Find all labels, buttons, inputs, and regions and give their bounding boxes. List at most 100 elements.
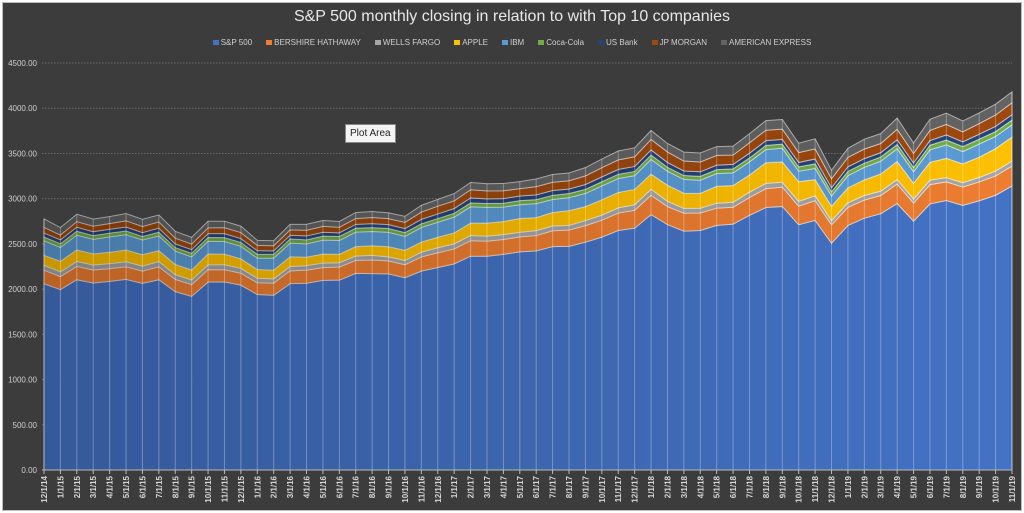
- legend: S&P 500 BERSHIRE HATHAWAY WELLS FARGO APPLE…: [0, 38, 1024, 47]
- x-tick-label: 12/1/15: [237, 475, 246, 502]
- x-tick-label: 8/1/17: [565, 475, 574, 498]
- y-tick-label: 1500.00: [8, 330, 37, 339]
- plot-area-tooltip: Plot Area: [345, 124, 396, 143]
- legend-swatch: [721, 40, 728, 45]
- x-tick-label: 5/1/15: [122, 475, 131, 498]
- legend-swatch: [212, 40, 219, 45]
- area-shading: [44, 91, 1012, 470]
- x-tick-label: 3/1/17: [483, 475, 492, 498]
- x-tick-label: 3/1/15: [89, 475, 98, 498]
- legend-item: IBM: [502, 38, 524, 47]
- y-tick-label: 2000.00: [8, 285, 37, 294]
- x-tick-label: 4/1/16: [303, 475, 312, 498]
- x-tick-label: 5/1/17: [516, 475, 525, 498]
- legend-label: WELLS FARGO: [382, 38, 441, 47]
- x-tick-label: 1/1/17: [450, 475, 459, 498]
- x-tick-label: 2/1/19: [860, 475, 869, 498]
- x-tick-label: 2/1/18: [663, 475, 672, 498]
- x-tick-label: 12/1/14: [40, 475, 49, 502]
- legend-swatch: [538, 40, 545, 45]
- x-tick-label: 7/1/18: [745, 475, 754, 498]
- legend-swatch: [651, 40, 658, 45]
- x-tick-label: 9/1/16: [385, 475, 394, 498]
- legend-item: US Bank: [598, 38, 638, 47]
- y-tick-label: 1000.00: [8, 376, 37, 385]
- x-tick-label: 11/1/16: [417, 475, 426, 502]
- legend-label: IBM: [510, 38, 525, 47]
- x-tick-label: 11/1/19: [1008, 475, 1017, 502]
- y-tick-label: 4000.00: [8, 104, 37, 113]
- legend-label: JP MORGAN: [659, 38, 708, 47]
- legend-swatch: [454, 40, 461, 45]
- x-tick-label: 3/1/18: [680, 475, 689, 498]
- x-tick-label: 1/1/15: [56, 475, 65, 498]
- legend-swatch: [374, 40, 381, 45]
- x-tick-label: 2/1/17: [467, 475, 476, 498]
- x-tick-label: 9/1/15: [188, 475, 197, 498]
- legend-label: AMERICAN EXPRESS: [729, 38, 812, 47]
- chart-title: S&P 500 monthly closing in relation to w…: [293, 8, 731, 25]
- legend-swatch: [502, 40, 508, 45]
- x-tick-label: 2/1/16: [270, 475, 279, 498]
- x-tick-label: 8/1/16: [368, 475, 377, 498]
- x-tick-label: 6/1/16: [335, 475, 344, 498]
- legend-swatch: [598, 40, 605, 45]
- x-tick-label: 11/1/15: [220, 475, 229, 502]
- x-tick-label: 11/1/18: [811, 475, 820, 502]
- x-tick-label: 10/1/15: [204, 475, 213, 502]
- x-tick-label: 3/1/19: [877, 475, 886, 498]
- x-tick-label: 4/1/17: [499, 475, 508, 498]
- x-tick-label: 1/1/18: [647, 475, 656, 498]
- x-tick-label: 7/1/17: [549, 475, 558, 498]
- legend-item: APPLE: [454, 38, 488, 47]
- x-tick-label: 10/1/16: [401, 475, 410, 502]
- legend-item: Coca-Cola: [538, 38, 584, 47]
- y-tick-label: 3500.00: [8, 149, 37, 158]
- x-tick-label: 9/1/19: [975, 475, 984, 498]
- x-tick-label: 9/1/17: [581, 475, 590, 498]
- legend-swatch: [266, 40, 273, 45]
- x-tick-label: 8/1/19: [959, 475, 968, 498]
- y-tick-label: 2500.00: [8, 240, 37, 249]
- y-tick-label: 4500.00: [8, 59, 37, 68]
- x-tick-label: 4/1/19: [893, 475, 902, 498]
- legend-label: US Bank: [606, 38, 638, 47]
- y-tick-label: 500.00: [13, 421, 38, 430]
- legend-item: BERSHIRE HATHAWAY: [266, 38, 361, 47]
- legend-label: Coca-Cola: [546, 38, 585, 47]
- y-tick-label: 3000.00: [8, 195, 37, 204]
- x-tick-label: 6/1/17: [532, 475, 541, 498]
- x-tick-label: 10/1/18: [795, 475, 804, 502]
- y-tick-label: 0.00: [21, 466, 37, 475]
- legend-label: BERSHIRE HATHAWAY: [274, 38, 361, 47]
- x-tick-label: 11/1/17: [614, 475, 623, 502]
- x-tick-label: 6/1/19: [926, 475, 935, 498]
- legend-label: APPLE: [462, 38, 488, 47]
- x-tick-label: 8/1/15: [171, 475, 180, 498]
- x-tick-label: 4/1/18: [696, 475, 705, 498]
- x-tick-label: 3/1/16: [286, 475, 295, 498]
- x-tick-label: 10/1/19: [992, 475, 1001, 502]
- x-tick-label: 7/1/15: [155, 475, 164, 498]
- x-tick-label: 6/1/18: [729, 475, 738, 498]
- x-tick-label: 12/1/18: [828, 475, 837, 502]
- x-tick-label: 12/1/17: [631, 475, 640, 502]
- x-tick-label: 2/1/15: [73, 475, 82, 498]
- x-tick-label: 4/1/15: [106, 475, 115, 498]
- x-tick-label: 8/1/18: [762, 475, 771, 498]
- x-tick-label: 1/1/16: [253, 475, 262, 498]
- x-tick-label: 5/1/16: [319, 475, 328, 498]
- x-tick-label: 1/1/19: [844, 475, 853, 498]
- x-tick-label: 10/1/17: [598, 475, 607, 502]
- legend-item: S&P 500: [212, 38, 253, 47]
- x-tick-label: 5/1/18: [713, 475, 722, 498]
- x-tick-label: 12/1/16: [434, 475, 443, 502]
- x-tick-label: 5/1/19: [910, 475, 919, 498]
- legend-item: WELLS FARGO: [374, 38, 441, 47]
- x-tick-label: 7/1/19: [942, 475, 951, 498]
- x-tick-label: 6/1/15: [138, 475, 147, 498]
- x-tick-label: 7/1/16: [352, 475, 361, 498]
- legend-label: S&P 500: [220, 38, 253, 47]
- x-tick-label: 9/1/18: [778, 475, 787, 498]
